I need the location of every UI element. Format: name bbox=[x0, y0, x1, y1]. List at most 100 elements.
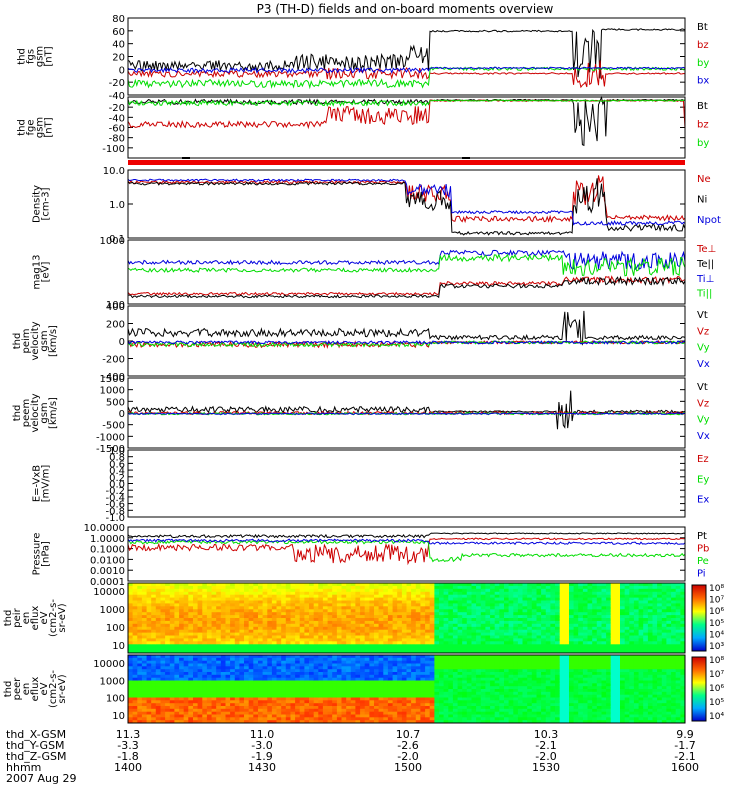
peir-cell bbox=[397, 644, 403, 648]
peer-cell bbox=[299, 660, 305, 664]
peir-cell bbox=[244, 612, 250, 616]
peir-cell bbox=[647, 591, 653, 596]
peir-cell bbox=[457, 600, 463, 604]
peer-cell bbox=[415, 657, 421, 662]
peir-cell bbox=[378, 618, 384, 622]
peer-cell bbox=[128, 669, 134, 673]
peir-cell bbox=[457, 647, 463, 651]
peer-cell bbox=[420, 691, 426, 696]
peer-cell bbox=[244, 666, 250, 670]
peir-cell bbox=[420, 588, 426, 593]
peer-cell bbox=[443, 703, 449, 707]
peir-cell bbox=[527, 585, 533, 590]
peer-cell bbox=[341, 686, 347, 690]
peir-cell bbox=[378, 632, 384, 636]
peir-cell bbox=[457, 632, 463, 636]
peir-cell bbox=[230, 615, 236, 619]
peir-cell bbox=[281, 644, 287, 648]
peer-cell bbox=[425, 694, 431, 698]
peer-cell bbox=[285, 700, 291, 704]
peir-cell bbox=[601, 609, 607, 613]
fge-tick-label: -80 bbox=[109, 134, 125, 145]
peir-cell bbox=[490, 635, 496, 639]
peer-cell bbox=[225, 706, 231, 710]
peer-cell bbox=[220, 689, 226, 693]
peir-cell bbox=[225, 615, 231, 619]
peer-cell bbox=[364, 680, 370, 684]
peir-cell bbox=[443, 644, 449, 648]
peir-cell bbox=[267, 641, 273, 645]
peer-cell bbox=[476, 714, 482, 718]
peir-cell bbox=[439, 618, 445, 622]
peer-cell bbox=[295, 680, 301, 684]
peir-cell bbox=[480, 588, 486, 593]
peer-cell bbox=[350, 708, 356, 713]
peir-cell bbox=[258, 594, 264, 599]
peir-cell bbox=[369, 618, 375, 622]
peer-cell bbox=[304, 669, 310, 673]
peer-cell bbox=[132, 720, 138, 724]
peer-cell bbox=[309, 680, 315, 684]
peer-cell bbox=[387, 700, 393, 704]
peir-cell bbox=[564, 583, 570, 587]
peir-cell bbox=[299, 623, 305, 628]
peer-cell bbox=[285, 680, 291, 684]
peer-cell bbox=[336, 717, 342, 721]
peer-cell bbox=[188, 708, 194, 713]
peir-cell bbox=[448, 603, 454, 607]
peem-ylabel-line: velocity bbox=[30, 393, 41, 432]
pressure-ylabel: Pressure[nPa] bbox=[32, 533, 52, 576]
peer-tick-label: 10 bbox=[112, 711, 125, 722]
peer-cell bbox=[457, 677, 463, 681]
peir-cell bbox=[146, 626, 152, 631]
peer-cell bbox=[457, 703, 463, 707]
peer-ylabel-line: eflux bbox=[30, 677, 41, 702]
peer-cell bbox=[471, 694, 477, 698]
peer-cell bbox=[332, 717, 338, 721]
peer-cell bbox=[327, 686, 333, 690]
peir-cell bbox=[225, 647, 231, 651]
peer-cell bbox=[313, 717, 319, 721]
peir-cell bbox=[429, 626, 435, 631]
peir-cell bbox=[378, 638, 384, 642]
peer-cell bbox=[309, 663, 315, 667]
peer-cell bbox=[271, 669, 277, 673]
peir-cell bbox=[332, 591, 338, 596]
peir-cell bbox=[596, 615, 602, 619]
peer-cell bbox=[387, 708, 393, 713]
peir-cell bbox=[661, 629, 667, 634]
peer-cell bbox=[401, 663, 407, 667]
peer-cell bbox=[220, 720, 226, 724]
peir-cell bbox=[169, 650, 175, 654]
peir-cell bbox=[230, 583, 236, 587]
peer-cell bbox=[383, 674, 389, 679]
peir-cell bbox=[601, 603, 607, 607]
peir-cell bbox=[531, 635, 537, 639]
peir-cell bbox=[411, 594, 417, 599]
peir-cell bbox=[429, 629, 435, 634]
peir-cell bbox=[165, 635, 171, 639]
peir-cell bbox=[248, 629, 254, 634]
peir-cell bbox=[671, 583, 677, 587]
peer-cell bbox=[137, 706, 143, 710]
peir-cell bbox=[415, 618, 421, 622]
peir-cell bbox=[290, 609, 296, 613]
peer-cell bbox=[443, 669, 449, 673]
peir-cell bbox=[411, 606, 417, 610]
peer-cell bbox=[276, 691, 282, 696]
peer-cell bbox=[332, 703, 338, 707]
peir-cell bbox=[364, 594, 370, 599]
peer-cell bbox=[188, 691, 194, 696]
peer-cell bbox=[434, 677, 440, 681]
temp-legend-2: Ti⊥ bbox=[696, 274, 714, 285]
peer-cell bbox=[327, 689, 333, 693]
peir-cell bbox=[429, 632, 435, 636]
fgs-legend-3: bx bbox=[697, 76, 709, 87]
peer-cell bbox=[383, 669, 389, 673]
peir-cell bbox=[383, 597, 389, 601]
peir-cell bbox=[271, 647, 277, 651]
peer-cell bbox=[202, 683, 208, 687]
peer-cell bbox=[434, 717, 440, 721]
peir-cell bbox=[615, 626, 621, 631]
peir-cell bbox=[160, 635, 166, 639]
